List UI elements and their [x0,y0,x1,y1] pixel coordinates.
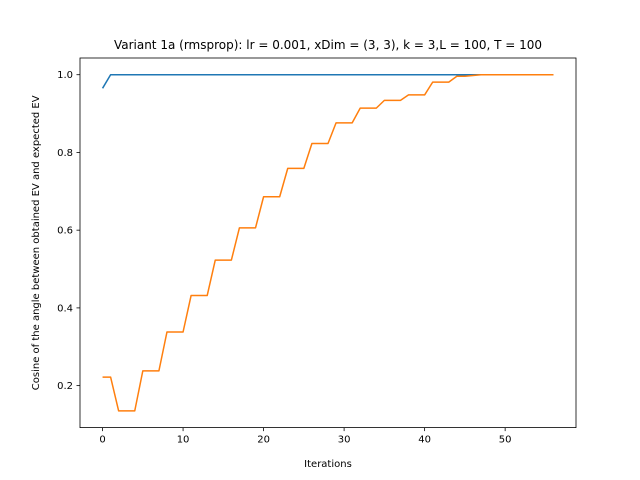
x-tick-label: 20 [257,435,270,446]
x-tick-label: 0 [99,435,105,446]
y-tick-label: 1.0 [57,70,73,81]
y-tick-label: 0.6 [57,226,73,237]
chart-title: Variant 1a (rmsprop): lr = 0.001, xDim =… [114,38,542,52]
x-tick-label: 10 [177,435,190,446]
x-tick-label: 50 [499,435,512,446]
y-tick-label: 0.8 [57,148,73,159]
x-tick-label: 40 [418,435,431,446]
y-axis-label: Cosine of the angle between obtained EV … [31,95,42,390]
x-tick-label: 30 [338,435,351,446]
y-tick-label: 0.2 [57,381,73,392]
y-tick-label: 0.4 [57,303,73,314]
x-axis-label: Iterations [304,459,352,470]
